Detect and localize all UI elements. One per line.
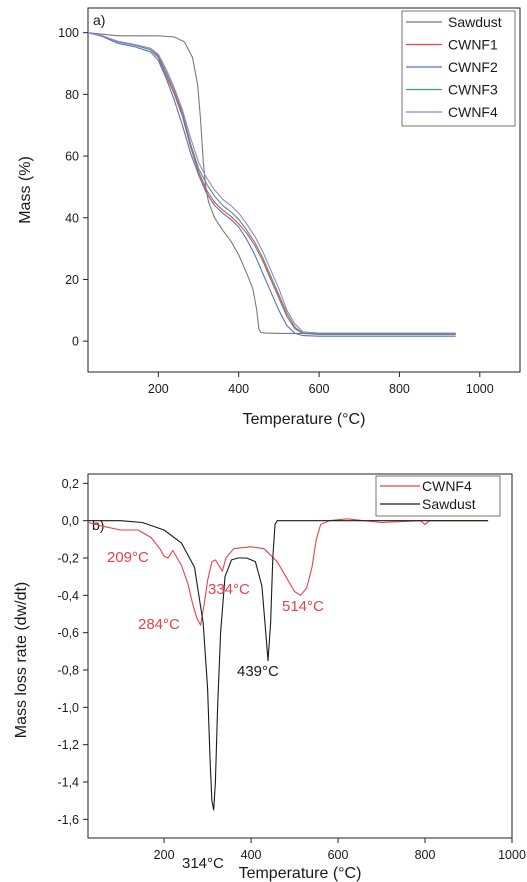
series-line-cwnf2	[87, 32, 456, 337]
legend: Sawdust CWNF1 CWNF2 CWNF3 CWNF4	[401, 10, 516, 127]
y-ticks: 0,2 0,0 -0,2 -0,4 -0,6 -0,8 -1,0 -1,2 -1,4 -1,6	[57, 477, 88, 827]
y-tick-label: 20	[65, 273, 79, 287]
legend-box	[401, 10, 516, 127]
peak-annotation: 314°C	[182, 855, 224, 872]
peak-annotation: 334°C	[208, 581, 250, 598]
y-tick-label: -1,0	[57, 701, 79, 715]
x-tick-label: 600	[328, 848, 349, 862]
series-line-cwnf1	[87, 32, 456, 335]
series-lines	[87, 518, 489, 811]
panel-label: a)	[93, 12, 105, 28]
chart-panel-b: b) 200 400 600 800 1000 0,20,0-0,2-0,4-0,6-0…	[13, 473, 526, 882]
y-axis-title: Mass (%)	[17, 156, 34, 224]
legend-label-cwnf4: CWNF4	[448, 104, 498, 120]
series-line-cwnf3	[87, 32, 456, 335]
y-tick-label: -1,4	[57, 776, 79, 790]
x-tick-label: 800	[389, 382, 410, 396]
y-axis-title: Mass loss rate (dw/dt)	[13, 582, 30, 738]
y-tick-label: -0,6	[57, 626, 79, 640]
plot-area-frame	[87, 473, 513, 839]
peak-annotation: 284°C	[138, 616, 180, 633]
legend-label-cwnf4: CWNF4	[422, 478, 472, 494]
y-ticks: 0 20 40 60 80 100	[58, 26, 88, 349]
y-tick-label: -0,2	[57, 552, 79, 566]
y-tick-label: 0,0	[62, 514, 79, 528]
x-tick-label: 800	[415, 848, 436, 862]
legend-label-cwnf1: CWNF1	[448, 37, 498, 53]
x-tick-label: 1000	[466, 382, 494, 396]
x-tick-label: 600	[309, 382, 330, 396]
legend-label-sawdust: Sawdust	[448, 14, 502, 30]
legend-label-cwnf3: CWNF3	[448, 82, 498, 98]
peak-annotation: 209°C	[107, 549, 149, 566]
legend: CWNF4 Sawdust	[375, 475, 501, 517]
x-tick-label: 200	[148, 382, 169, 396]
series-line-sawdust	[87, 32, 456, 334]
plot-area-frame	[87, 7, 521, 373]
peak-annotations: 209°C 284°C 334°C 514°C 314°C 439°C	[107, 549, 324, 872]
chart-panel-a: a) 200 400 600 800 1000 0 20 40 60 80 100 Tempera…	[17, 7, 521, 428]
legend-label-cwnf2: CWNF2	[448, 59, 498, 75]
x-axis-title: Temperature (°C)	[243, 411, 366, 428]
x-tick-label: 1000	[498, 848, 526, 862]
y-tick-label: -1,6	[57, 813, 79, 827]
y-tick-label: 40	[65, 211, 79, 225]
series-line-sawdust	[88, 520, 489, 811]
legend-label-sawdust: Sawdust	[422, 496, 476, 512]
x-axis-title: Temperature (°C)	[239, 865, 362, 882]
x-tick-label: 200	[154, 848, 175, 862]
x-ticks: 200 400 600 800 1000	[148, 372, 494, 396]
y-tick-label: 80	[65, 88, 79, 102]
series-line-cwnf4	[87, 32, 456, 334]
series-line-cwnf4	[87, 518, 489, 626]
y-tick-label: 0,2	[62, 477, 79, 491]
y-tick-label: 60	[65, 150, 79, 164]
x-ticks: 200 400 600 800 1000	[154, 838, 526, 862]
series-lines	[87, 32, 456, 337]
y-tick-label: -1,2	[57, 738, 79, 752]
y-tick-label: 0	[72, 335, 79, 349]
y-tick-label: 100	[58, 26, 79, 40]
peak-annotation: 514°C	[282, 598, 324, 615]
peak-annotation: 439°C	[237, 663, 279, 680]
x-tick-label: 400	[228, 382, 249, 396]
y-tick-label: -0,8	[57, 664, 79, 678]
legend-box	[375, 475, 501, 517]
x-tick-label: 400	[241, 848, 262, 862]
y-tick-label: -0,4	[57, 589, 79, 603]
